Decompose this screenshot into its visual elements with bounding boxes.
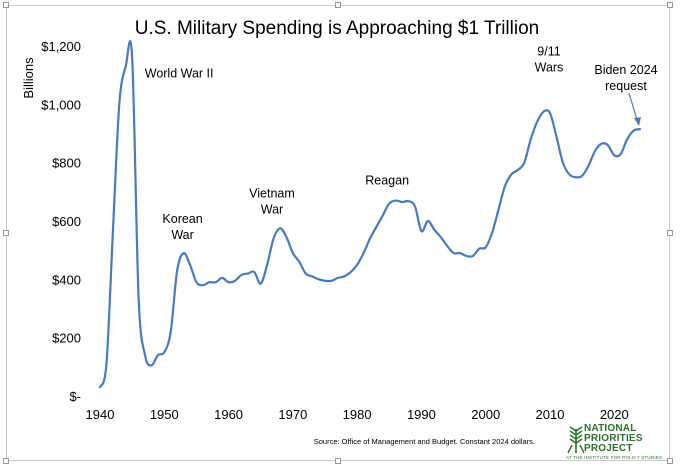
x-tick-label: 1980 — [343, 407, 372, 422]
logo-line-1: NATIONAL — [584, 423, 637, 434]
y-tick-label: $200 — [52, 331, 81, 346]
x-tick-label: 1960 — [214, 407, 243, 422]
x-tick-label: 1940 — [86, 407, 115, 422]
x-tick-label: 1990 — [407, 407, 436, 422]
resize-handle-bottom-right[interactable] — [667, 458, 673, 464]
annotation-label: 9/11 Wars — [535, 45, 564, 75]
annotation-label: Korean War — [162, 212, 202, 242]
resize-handle-top[interactable] — [335, 2, 341, 8]
y-axis-label: Billions — [21, 57, 36, 99]
annotation-label: World War II — [145, 67, 214, 81]
series-line — [98, 40, 642, 389]
chart-title: U.S. Military Spending is Approaching $1… — [135, 18, 539, 39]
source-note: Source: Office of Management and Budget.… — [314, 437, 535, 446]
logo-subtitle: AT THE INSTITUTE FOR POLICY STUDIES — [566, 455, 663, 460]
annotation-label: Vietnam War — [249, 186, 295, 216]
resize-handle-left[interactable] — [3, 230, 9, 236]
resize-handle-top-right[interactable] — [667, 2, 673, 8]
resize-handle-bottom[interactable] — [335, 458, 341, 464]
logo-line-2: PRIORITIES — [584, 433, 643, 444]
resize-handle-top-left[interactable] — [3, 2, 9, 8]
x-tick-label: 2020 — [600, 407, 629, 422]
y-tick-label: $800 — [52, 156, 81, 171]
x-tick-label: 1950 — [150, 407, 179, 422]
x-tick-label: 2010 — [536, 407, 565, 422]
annotation-arrowhead — [634, 117, 641, 127]
y-tick-label: $400 — [52, 272, 81, 287]
x-tick-label: 2000 — [471, 407, 500, 422]
resize-handle-bottom-left[interactable] — [3, 458, 9, 464]
wheat-icon — [567, 426, 585, 453]
resize-handle-right[interactable] — [667, 230, 673, 236]
y-tick-label: $600 — [52, 214, 81, 229]
y-tick-label: $1,000 — [41, 97, 81, 112]
annotation-label: Reagan — [365, 174, 409, 188]
logo-line-3: PROJECT — [584, 443, 633, 454]
x-tick-label: 1970 — [278, 407, 307, 422]
y-tick-label: $- — [69, 389, 81, 404]
y-tick-label: $1,200 — [41, 39, 81, 54]
npp-logo: NATIONAL PRIORITIES PROJECT AT THE INSTI… — [566, 423, 670, 461]
annotation-label: Biden 2024 request — [594, 63, 657, 93]
